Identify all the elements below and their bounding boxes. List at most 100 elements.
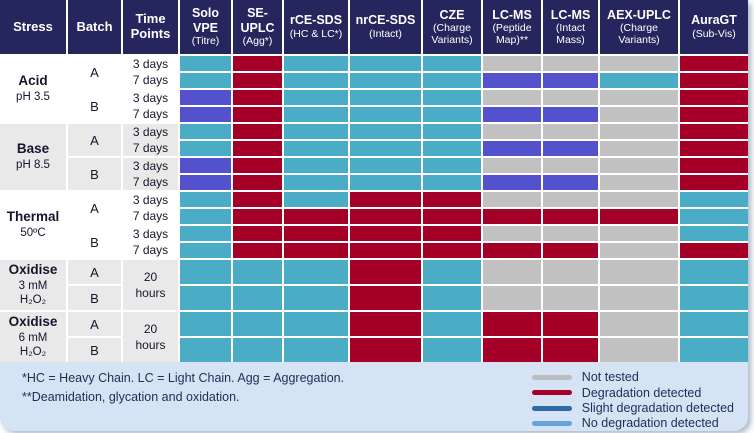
result-cell <box>233 124 282 139</box>
column-header-name: rCE-SDS <box>289 13 343 28</box>
result-cell <box>233 56 282 71</box>
column-header-sub: (Titre) <box>191 35 220 47</box>
time-points-label: 20 hours <box>123 312 178 362</box>
result-cell <box>423 286 481 310</box>
result-cell <box>233 175 282 190</box>
result-cell <box>233 141 282 156</box>
stress-line: H₂O₂ <box>19 294 47 307</box>
stress-line: H₂O₂ <box>19 346 47 359</box>
result-cell <box>350 209 421 224</box>
column-header-rce-sds-hc-lc: rCE-SDS (HC & LC*) <box>284 0 348 54</box>
column-header-sub: (Peptide Map)** <box>492 21 532 46</box>
stress-label-acid-ph-3-5: Acid pH 3.5 <box>0 56 66 122</box>
result-cell <box>680 260 748 284</box>
legend-item-no-degradation-detected: No degradation detected <box>531 416 734 431</box>
column-header-name: Solo VPE <box>191 6 220 35</box>
result-cell <box>543 312 598 336</box>
result-cell <box>483 312 541 336</box>
result-cell <box>600 226 678 241</box>
result-cell <box>180 141 231 156</box>
result-cell <box>180 90 231 105</box>
result-cell <box>483 124 541 139</box>
legend-item-not-tested: Not tested <box>531 370 734 385</box>
result-cell <box>600 73 678 88</box>
result-cell <box>543 141 598 156</box>
column-header-sub: (Charge Variants) <box>431 21 473 46</box>
stress-label-base-ph-8-5: Base pH 8.5 <box>0 124 66 190</box>
legend-label: No degradation detected <box>581 416 719 431</box>
result-cell <box>680 56 748 71</box>
result-cell <box>233 107 282 122</box>
batch-label: A <box>68 312 121 336</box>
result-cell <box>180 209 231 224</box>
stress-line: Oxidise <box>8 313 58 329</box>
column-header-lc-ms-intact-mass: LC-MS (Intact Mass) <box>543 0 598 54</box>
time-points-label: 7 days <box>132 141 169 155</box>
column-header-sub: (HC & LC*) <box>289 27 343 40</box>
result-cell <box>600 338 678 362</box>
result-cell <box>233 158 282 173</box>
stress-line: 6 mM <box>18 331 48 344</box>
result-cell <box>180 158 231 173</box>
batch-label: A <box>68 56 121 88</box>
result-cell <box>483 209 541 224</box>
result-cell <box>600 141 678 156</box>
legend-color-bar <box>531 405 572 411</box>
result-cell <box>543 107 598 122</box>
result-cell <box>543 209 598 224</box>
result-cell <box>543 90 598 105</box>
time-points-label: 7 days <box>132 107 169 121</box>
result-cell <box>600 209 678 224</box>
time-points-label: 3 days <box>132 57 169 71</box>
result-cell <box>600 107 678 122</box>
result-cell <box>284 56 348 71</box>
batch-label: B <box>68 226 121 258</box>
result-cell <box>423 90 481 105</box>
column-header-name: LC-MS <box>550 7 591 22</box>
result-cell <box>600 175 678 190</box>
result-cell <box>180 226 231 241</box>
footnotes: *HC = Heavy Chain. LC = Light Chain. Agg… <box>0 362 344 431</box>
batch-label: B <box>68 286 121 310</box>
result-cell <box>483 73 541 88</box>
stress-line: pH 3.5 <box>16 90 50 103</box>
footnote: *HC = Heavy Chain. LC = Light Chain. Agg… <box>22 371 345 385</box>
result-cell <box>233 312 282 336</box>
result-cell <box>180 243 231 258</box>
column-header-solo-vpe-titre: Solo VPE (Titre) <box>180 0 231 54</box>
result-cell <box>350 107 421 122</box>
result-cell <box>680 338 748 362</box>
result-cell <box>483 286 541 310</box>
result-cell <box>483 56 541 71</box>
result-cell <box>233 338 282 362</box>
stress-line: Base <box>16 141 50 157</box>
column-header-sub: (Intact Mass) <box>555 21 586 46</box>
time-points-pair: 3 days 7 days <box>123 158 178 190</box>
result-cell <box>350 56 421 71</box>
result-cell <box>350 124 421 139</box>
result-cell <box>543 158 598 173</box>
result-cell <box>233 286 282 310</box>
legend-label: Degradation detected <box>581 385 702 400</box>
time-points-pair: 3 days 7 days <box>123 124 178 156</box>
column-header-se-uplc-agg: SE-UPLC (Agg*) <box>233 0 282 54</box>
time-points-label: 3 days <box>132 159 169 173</box>
result-cell <box>423 158 481 173</box>
result-cell <box>350 226 421 241</box>
batch-label: A <box>68 192 121 224</box>
result-cell <box>284 107 348 122</box>
result-cell <box>423 56 481 71</box>
stress-line: pH 8.5 <box>16 158 50 171</box>
column-header-sub: (Charge Variants) <box>618 21 660 46</box>
result-cell <box>350 260 421 284</box>
result-cell <box>284 209 348 224</box>
result-cell <box>680 226 748 241</box>
time-points-label: 7 days <box>132 243 169 257</box>
result-cell <box>233 209 282 224</box>
result-cell <box>233 90 282 105</box>
result-cell <box>600 286 678 310</box>
result-cell <box>423 124 481 139</box>
column-header-name: AuraGT <box>691 13 737 28</box>
result-cell <box>350 175 421 190</box>
result-cell <box>483 141 541 156</box>
